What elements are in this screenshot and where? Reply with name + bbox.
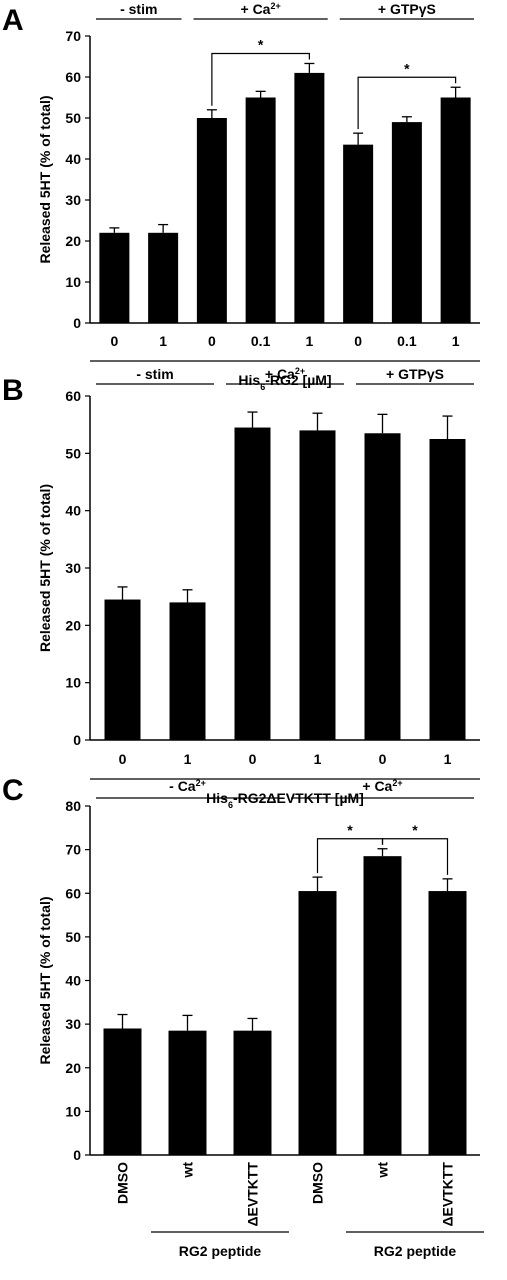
y-tick-label: 60 [65, 69, 81, 85]
peptide-group-label: RG2 peptide [374, 1243, 457, 1259]
y-tick-label: 80 [65, 798, 81, 814]
bar [440, 97, 471, 323]
x-tick-label: 0 [208, 333, 216, 349]
peptide-group-label: RG2 peptide [179, 1243, 262, 1259]
y-tick-label: 10 [65, 274, 81, 290]
significance-star: * [412, 822, 418, 838]
bar [363, 856, 402, 1155]
bar [104, 599, 141, 740]
x-tick-label: wt [180, 1162, 196, 1179]
x-tick-label: 1 [444, 751, 452, 767]
bar [99, 232, 130, 323]
x-tick-label: 0 [119, 751, 127, 767]
group-label: + GTPγS [386, 366, 444, 382]
bar [103, 1028, 142, 1155]
x-tick-label: ΔEVTKTT [245, 1162, 261, 1227]
y-tick-label: 40 [65, 973, 81, 989]
x-tick-label: wt [375, 1162, 391, 1179]
x-tick-label: ΔEVTKTT [440, 1162, 456, 1227]
bar [148, 232, 179, 323]
significance-star: * [404, 60, 410, 76]
bar [245, 97, 276, 323]
y-axis-title: Released 5HT (% of total) [37, 896, 53, 1064]
y-axis-title: Released 5HT (% of total) [37, 95, 53, 263]
bar [299, 430, 336, 740]
panel-label-c: C [2, 774, 24, 807]
significance-star: * [258, 36, 264, 52]
x-tick-label: 0 [354, 333, 362, 349]
bar [298, 891, 337, 1155]
bar [294, 72, 325, 324]
group-label: + Ca2+ [362, 778, 402, 794]
bar [429, 439, 466, 740]
y-tick-label: 40 [65, 151, 81, 167]
panel-label-b: B [2, 374, 24, 407]
group-label: + GTPγS [378, 1, 436, 17]
x-tick-label: 1 [184, 751, 192, 767]
x-tick-label: 1 [159, 333, 167, 349]
significance-bracket [357, 76, 457, 130]
x-tick-label: 0 [110, 333, 118, 349]
y-tick-label: 20 [65, 1060, 81, 1076]
x-axis-title: His6-RG2ΔEVTKTT [µM] [206, 790, 364, 810]
y-tick-label: 40 [65, 503, 81, 519]
y-tick-label: 0 [73, 1147, 81, 1163]
y-tick-label: 50 [65, 110, 81, 126]
y-tick-label: 30 [65, 192, 81, 208]
y-tick-label: 30 [65, 560, 81, 576]
bar [364, 433, 401, 740]
x-tick-label: 0.1 [251, 333, 271, 349]
bar [234, 427, 271, 740]
bar [343, 144, 374, 323]
x-tick-label: DMSO [310, 1162, 326, 1204]
bar [233, 1030, 272, 1155]
significance-star: * [347, 822, 353, 838]
x-tick-label: 0.1 [397, 333, 417, 349]
y-axis-title: Released 5HT (% of total) [37, 484, 53, 652]
panel-c-chart: 0 10 20 30 40 50 60 70 80 Released 5HT (% of tota… [37, 778, 484, 1259]
bar [428, 891, 467, 1155]
y-tick-label: 0 [73, 732, 81, 748]
x-tick-label: 1 [452, 333, 460, 349]
significance-bracket [211, 52, 310, 106]
group-label: - Ca2+ [169, 778, 206, 794]
y-tick-label: 20 [65, 617, 81, 633]
bar [169, 602, 206, 740]
y-tick-label: 30 [65, 1016, 81, 1032]
y-tick-label: 50 [65, 445, 81, 461]
y-tick-label: 20 [65, 233, 81, 249]
group-label: - stim [120, 1, 157, 17]
group-label: - stim [136, 366, 173, 382]
significance-bracket [381, 838, 449, 875]
y-tick-label: 10 [65, 675, 81, 691]
y-tick-label: 70 [65, 28, 81, 44]
y-tick-label: 10 [65, 1103, 81, 1119]
panel-label-a: A [2, 4, 24, 37]
x-tick-label: 0 [249, 751, 257, 767]
y-tick-label: 60 [65, 885, 81, 901]
x-tick-label: 1 [305, 333, 313, 349]
x-tick-label: 0 [379, 751, 387, 767]
x-tick-label: DMSO [115, 1162, 131, 1204]
y-tick-label: 0 [73, 315, 81, 331]
y-tick-label: 70 [65, 842, 81, 858]
bar [168, 1030, 207, 1155]
y-tick-label: 50 [65, 929, 81, 945]
bar [196, 118, 227, 323]
x-tick-label: 1 [314, 751, 322, 767]
group-label: + Ca2+ [241, 1, 281, 17]
y-tick-label: 60 [65, 388, 81, 404]
bar [391, 122, 422, 323]
